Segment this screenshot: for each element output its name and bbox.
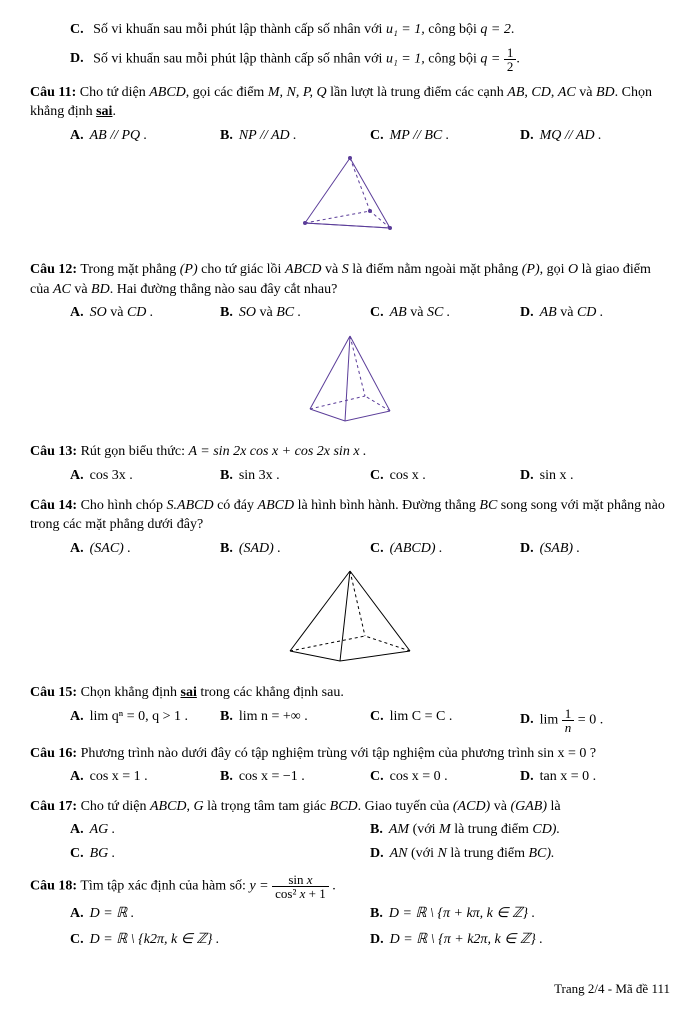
question-17: Câu 17: Cho tứ diện ABCD, G là trọng tâm… [30, 797, 670, 817]
question-18: Câu 18: Tìm tập xác định của hàm số: y =… [30, 873, 670, 900]
question-11: Câu 11: Cho tứ diện ABCD, gọi các điểm M… [30, 83, 670, 122]
q16-choices: A.cos x = 1 . B.cos x = −1 . C.cos x = 0… [70, 767, 670, 787]
question-13: Câu 13: Rút gọn biểu thức: A = sin 2x co… [30, 442, 670, 462]
q12-figure [30, 331, 670, 433]
q17-choices: A.AG . B.AM (với M là trung điểm CD). C.… [70, 820, 670, 863]
question-14: Câu 14: Cho hình chóp S.ABCD có đáy ABCD… [30, 496, 670, 535]
question-12: Câu 12: Trong mặt phẳng (P) cho tứ giác … [30, 260, 670, 299]
preq11-option-d: D. Số vi khuẩn sau mỗi phút lập thành cấ… [70, 46, 670, 73]
q13-choices: A.cos 3x . B.sin 3x . C.cos x . D.sin x … [70, 466, 670, 486]
q14-choices: A.(SAC) . B.(SAD) . C.(ABCD) . D.(SAB) . [70, 539, 670, 559]
q12-choices: A.SO và CD . B.SO và BC . C.AB và SC . D… [70, 303, 670, 323]
page-footer: Trang 2/4 - Mã đề 111 [30, 980, 670, 998]
question-15: Câu 15: Chọn khẳng định sai trong các kh… [30, 683, 670, 703]
q15-choices: A.lim qⁿ = 0, q > 1 . B.lim n = +∞ . C.l… [70, 707, 670, 734]
question-16: Câu 16: Phương trình nào dưới đây có tập… [30, 744, 670, 764]
q18-choices: A.D = ℝ . B.D = ℝ \ {π + kπ, k ∈ ℤ} . C.… [70, 904, 670, 949]
q14-figure [30, 566, 670, 673]
q11-choices: A.AB // PQ . B.NP // AD . C.MP // BC . D… [70, 126, 670, 146]
q11-figure [30, 153, 670, 250]
preq11-option-c: C. Số vi khuẩn sau mỗi phút lập thành cấ… [70, 20, 670, 40]
